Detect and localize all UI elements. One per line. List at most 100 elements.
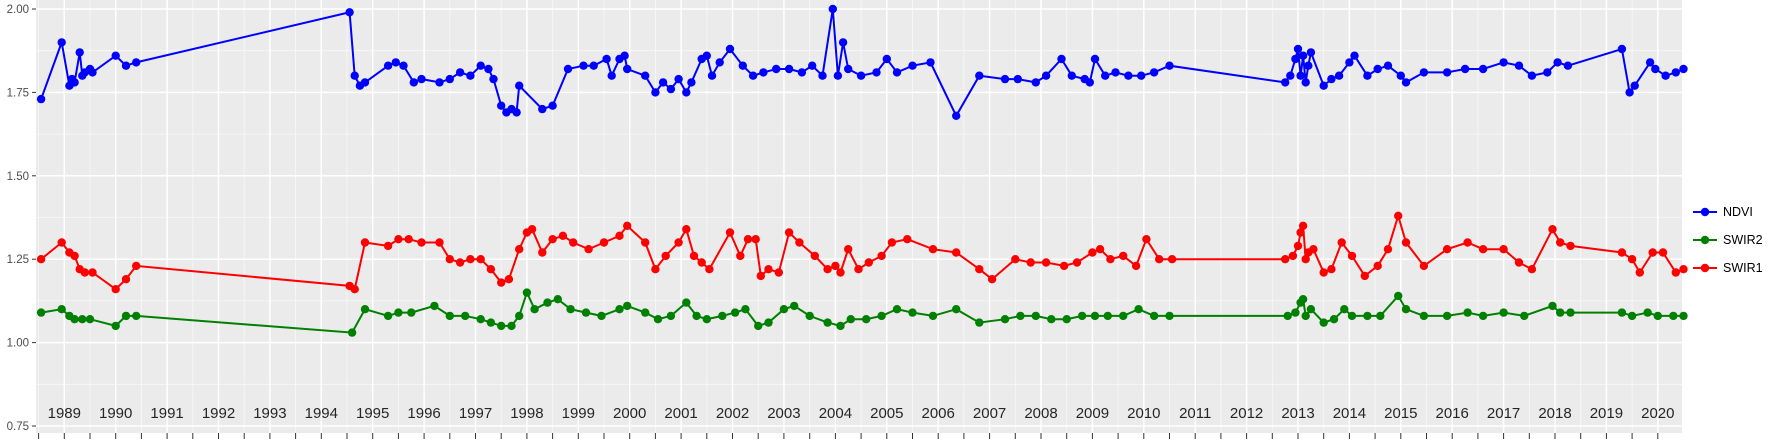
x-axis-ticks [38,433,1659,439]
data-point [1319,81,1328,90]
data-point [908,308,917,317]
x-tick-label: 2000 [613,405,646,422]
data-point [1293,241,1303,251]
data-point [70,315,79,324]
x-axis-labels: 1989 1990 1991 1992 1993 1994 1995 1996 1997 1998… [48,405,1675,422]
data-point [844,245,853,254]
data-point [85,315,95,324]
data-point [810,251,819,261]
x-tick-label: 2017 [1487,405,1520,422]
data-point [1419,261,1429,271]
data-point [489,74,498,84]
data-point [1288,251,1298,261]
major-gridlines [36,0,1682,433]
y-tick-label: 2.00 [7,4,29,16]
data-point [455,258,465,267]
data-point [347,328,357,337]
data-point [1645,58,1655,67]
data-point [808,61,817,70]
data-point [569,238,578,247]
x-tick-label: 2011 [1179,405,1211,422]
legend-key-swir1 [1693,263,1717,273]
data-point [1095,245,1105,254]
data-point [952,248,961,257]
data-point [1298,221,1308,230]
data-point [70,251,79,261]
y-tick-label: 1.75 [7,87,29,99]
data-point [360,238,370,247]
data-point [597,311,606,321]
legend-label-ndvi: NDVI [1723,205,1753,219]
data-point [682,88,691,97]
data-point [1347,311,1357,321]
data-point [707,71,717,80]
data-point [692,311,701,321]
data-point [846,315,855,324]
data-point [987,275,997,284]
data-point [430,301,439,311]
data-point [751,235,760,244]
data-point [1301,255,1310,264]
data-point [1291,308,1300,317]
data-point [1499,308,1508,317]
data-point [805,311,814,321]
data-point [435,78,444,87]
data-point [1478,245,1488,254]
data-point [1625,88,1634,97]
data-point [391,58,400,67]
data-point [862,315,871,324]
data-point [615,305,624,314]
x-tick-label: 2009 [1076,405,1109,422]
data-point [1627,255,1637,264]
data-point [417,74,426,84]
data-point [641,71,650,80]
data-point [507,321,516,331]
x-tick-label: 1997 [459,405,492,422]
data-point [553,295,562,304]
x-tick-label: 2007 [973,405,1006,422]
data-point [1617,248,1627,257]
data-point [877,311,886,321]
data-point [407,308,416,317]
x-tick-label: 1994 [305,405,338,422]
legend-item-swir2: SWIR2 [1692,232,1763,248]
data-point [1119,251,1128,261]
data-point [1347,251,1357,261]
data-point [1548,301,1557,311]
y-tick-label: 1.25 [7,254,29,266]
data-point [1062,315,1071,324]
data-point [1291,54,1300,64]
data-point [1298,51,1308,60]
data-point [1000,74,1010,84]
data-point [1679,265,1688,274]
data-point [1077,311,1087,321]
series-swir1 [36,211,1688,294]
data-point [522,288,532,297]
data-point [818,71,827,80]
data-point [661,251,670,261]
data-point [1627,311,1637,321]
data-point [394,235,403,244]
x-tick-label: 2005 [870,405,903,422]
x-tick-label: 1989 [48,405,81,422]
data-point [1658,248,1668,257]
data-point [666,311,676,321]
x-tick-label: 2004 [819,405,852,422]
y-axis-labels: 2.00 1.75 1.50 1.25 1.00 0.75 [7,4,36,433]
data-point [1334,71,1344,80]
data-point [1085,78,1095,87]
data-point [1072,258,1082,267]
data-point [1026,258,1035,267]
data-point [641,238,650,247]
data-point [1119,311,1128,321]
data-point [1134,305,1143,314]
x-tick-label: 1990 [99,405,132,422]
data-point [928,245,938,254]
data-point [1520,311,1529,321]
data-point [515,245,524,254]
data-point [725,228,735,237]
data-point [653,315,663,324]
data-point [1011,255,1020,264]
data-point [1401,78,1411,87]
data-point [1566,308,1575,317]
